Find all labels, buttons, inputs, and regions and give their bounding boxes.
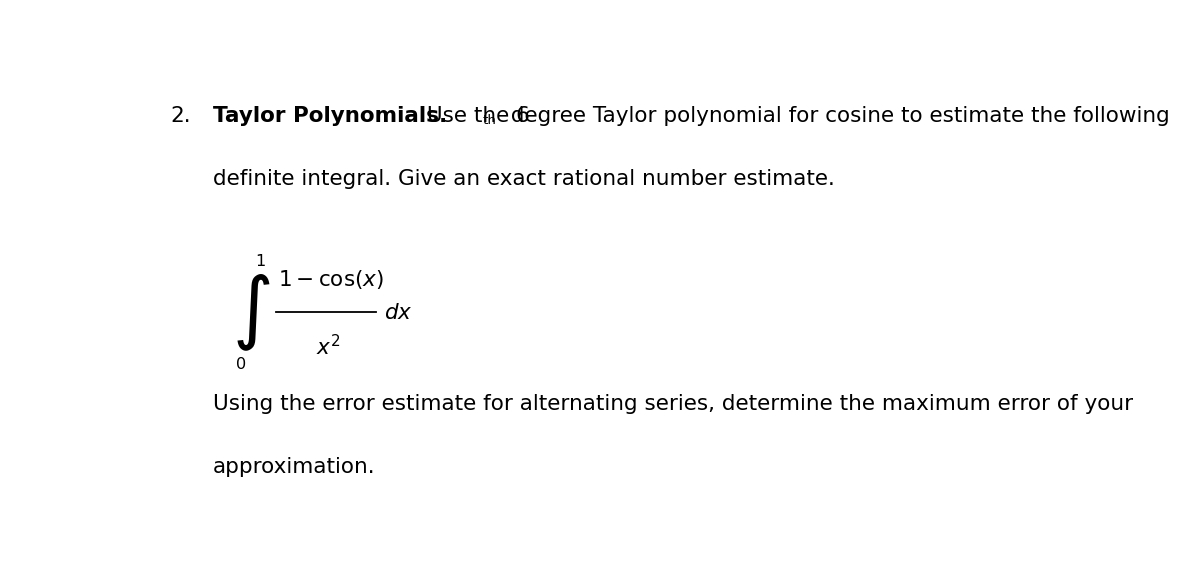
Text: $\int$: $\int$ (232, 273, 270, 353)
Text: $x^2$: $x^2$ (316, 334, 340, 359)
Text: degree Taylor polynomial for cosine to estimate the following: degree Taylor polynomial for cosine to e… (504, 106, 1170, 126)
Text: Using the error estimate for alternating series, determine the maximum error of : Using the error estimate for alternating… (214, 394, 1133, 414)
Text: $dx$: $dx$ (384, 303, 413, 323)
Text: definite integral. Give an exact rational number estimate.: definite integral. Give an exact rationa… (214, 169, 835, 189)
Text: Taylor Polynomials.: Taylor Polynomials. (214, 106, 448, 126)
Text: 0: 0 (235, 357, 246, 372)
Text: approximation.: approximation. (214, 457, 376, 477)
Text: Use the 6: Use the 6 (420, 106, 529, 126)
Text: 1: 1 (256, 253, 265, 269)
Text: 2.: 2. (170, 106, 191, 126)
Text: th: th (482, 114, 497, 127)
Text: $1-\mathrm{cos}(x)$: $1-\mathrm{cos}(x)$ (278, 267, 384, 291)
